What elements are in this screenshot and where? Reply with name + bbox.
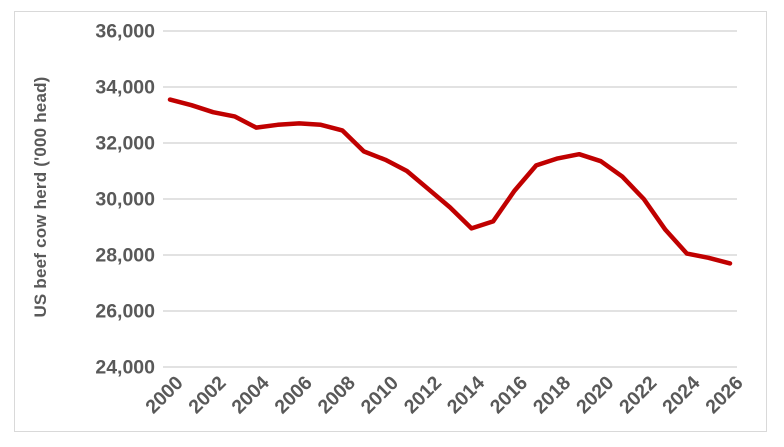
x-tick-label: 2012 xyxy=(400,372,446,418)
y-tick-label: 28,000 xyxy=(95,245,155,267)
y-tick-label: 26,000 xyxy=(95,301,155,323)
chart-frame xyxy=(14,11,767,432)
x-tick-label: 2000 xyxy=(141,372,187,418)
x-tick-label: 2004 xyxy=(227,372,273,418)
x-tick-label: 2010 xyxy=(357,372,403,418)
x-tick-label: 2008 xyxy=(314,372,360,418)
x-tick-label: 2006 xyxy=(270,372,316,418)
x-tick-label: 2024 xyxy=(658,372,704,418)
y-tick-label: 24,000 xyxy=(95,357,155,379)
y-tick-label: 32,000 xyxy=(95,133,155,155)
x-tick-label: 2018 xyxy=(529,372,575,418)
y-tick-label: 36,000 xyxy=(95,21,155,43)
x-tick-label: 2014 xyxy=(443,372,489,418)
x-tick-label: 2022 xyxy=(615,372,661,418)
x-tick-label: 2026 xyxy=(701,372,747,418)
y-tick-label: 34,000 xyxy=(95,77,155,99)
x-tick-label: 2020 xyxy=(572,372,618,418)
x-tick-label: 2002 xyxy=(184,372,230,418)
x-tick-label: 2016 xyxy=(486,372,532,418)
y-tick-label: 30,000 xyxy=(95,189,155,211)
series-line-us-beef-cow-herd xyxy=(167,97,733,266)
